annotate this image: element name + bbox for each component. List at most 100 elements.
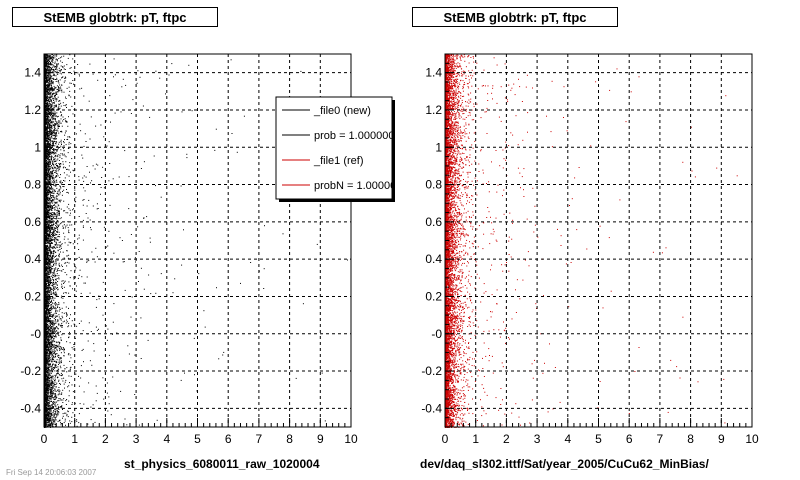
- scatter-point: [46, 293, 48, 295]
- scatter-point: [54, 288, 56, 290]
- scatter-point: [181, 264, 183, 266]
- scatter-point: [52, 148, 53, 150]
- scatter-point: [69, 180, 70, 182]
- scatter-point: [55, 353, 57, 355]
- scatter-point: [57, 194, 59, 196]
- scatter-point: [49, 183, 51, 185]
- scatter-point: [49, 205, 51, 207]
- scatter-point: [48, 390, 50, 392]
- scatter-point: [90, 182, 91, 184]
- scatter-point: [302, 303, 304, 305]
- scatter-point: [79, 403, 81, 405]
- scatter-point: [52, 59, 54, 61]
- scatter-point: [51, 111, 53, 113]
- scatter-point: [50, 379, 52, 381]
- scatter-point: [79, 75, 80, 77]
- scatter-point: [47, 239, 49, 241]
- scatter-point: [52, 425, 54, 427]
- scatter-point: [49, 133, 51, 135]
- scatter-point: [48, 66, 50, 68]
- scatter-point: [50, 338, 52, 340]
- scatter-point: [51, 390, 53, 392]
- scatter-point: [65, 262, 67, 264]
- scatter-point: [89, 292, 91, 294]
- scatter-point: [45, 131, 47, 133]
- scatter-point: [45, 332, 47, 333]
- scatter-point: [54, 119, 56, 121]
- scatter-point: [51, 82, 53, 84]
- scatter-point: [49, 124, 51, 126]
- scatter-point: [50, 227, 52, 229]
- scatter-point: [69, 317, 70, 319]
- scatter-point: [52, 235, 54, 237]
- scatter-point: [51, 342, 53, 344]
- scatter-point: [47, 223, 49, 225]
- scatter-point: [48, 397, 50, 399]
- scatter-point: [46, 322, 48, 324]
- scatter-point: [57, 173, 59, 175]
- scatter-point: [54, 237, 55, 239]
- scatter-point: [52, 396, 53, 398]
- scatter-point: [55, 152, 57, 154]
- scatter-point: [77, 243, 79, 245]
- scatter-point: [55, 171, 57, 173]
- scatter-point: [47, 336, 49, 338]
- scatter-point: [61, 144, 62, 145]
- scatter-point: [69, 420, 71, 422]
- scatter-point: [53, 406, 54, 408]
- scatter-point: [45, 217, 47, 219]
- scatter-point: [48, 223, 50, 225]
- scatter-point: [52, 287, 54, 289]
- scatter-point: [47, 169, 49, 171]
- scatter-point: [46, 60, 48, 62]
- scatter-point: [67, 227, 69, 229]
- scatter-point: [300, 70, 302, 72]
- scatter-point: [48, 420, 50, 422]
- scatter-point: [54, 319, 56, 320]
- scatter-point: [63, 105, 65, 106]
- scatter-point: [52, 172, 54, 174]
- scatter-point: [52, 284, 54, 286]
- scatter-point: [48, 347, 50, 349]
- scatter-point: [49, 391, 51, 393]
- scatter-point: [51, 330, 53, 332]
- scatter-point: [48, 379, 50, 381]
- scatter-point: [48, 412, 50, 414]
- scatter-point: [47, 313, 49, 315]
- scatter-point: [59, 167, 61, 169]
- scatter-point: [48, 402, 50, 404]
- scatter-point: [50, 300, 52, 302]
- scatter-point: [68, 385, 70, 387]
- scatter-point: [47, 153, 48, 154]
- scatter-point: [45, 147, 47, 149]
- scatter-point: [50, 214, 52, 216]
- scatter-point: [50, 329, 52, 331]
- scatter-point: [65, 424, 66, 426]
- scatter-point: [87, 423, 89, 425]
- scatter-point: [60, 422, 61, 424]
- scatter-point: [59, 374, 61, 376]
- scatter-point: [47, 259, 49, 261]
- scatter-point: [48, 165, 50, 167]
- scatter-point: [56, 216, 58, 217]
- scatter-point: [59, 165, 61, 167]
- scatter-point: [54, 327, 56, 329]
- scatter-point: [108, 403, 110, 405]
- scatter-point: [49, 132, 51, 134]
- scatter-point: [56, 211, 58, 213]
- scatter-point: [72, 209, 73, 211]
- scatter-point: [59, 343, 61, 345]
- scatter-point: [51, 257, 53, 259]
- scatter-point: [49, 113, 51, 115]
- scatter-point: [49, 145, 51, 147]
- scatter-point: [60, 372, 62, 374]
- scatter-point: [49, 95, 51, 97]
- scatter-point: [47, 152, 49, 154]
- scatter-point: [49, 100, 51, 102]
- scatter-point: [46, 281, 48, 282]
- scatter-point: [51, 424, 53, 426]
- scatter-point: [52, 351, 54, 352]
- scatter-point: [68, 375, 70, 377]
- scatter-point: [47, 368, 49, 369]
- scatter-point: [57, 371, 59, 373]
